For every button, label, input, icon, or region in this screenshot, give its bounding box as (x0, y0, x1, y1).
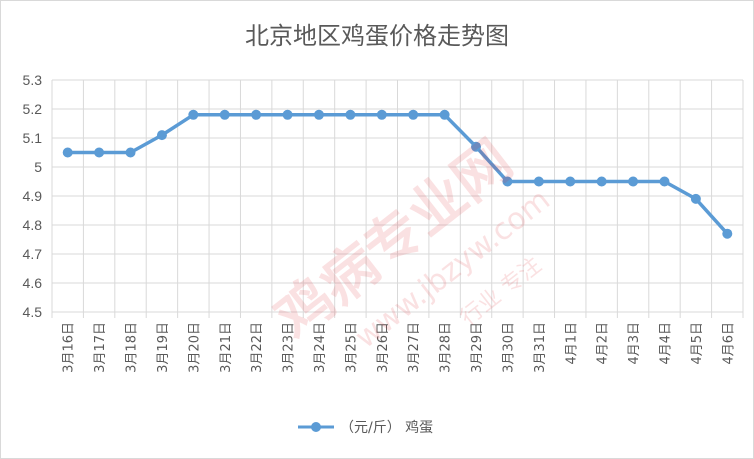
x-tick-label: 3月16日 (62, 322, 77, 373)
x-tick-label: 3月20日 (187, 322, 202, 373)
data-point (690, 193, 701, 204)
y-tick-label: 4.7 (23, 246, 43, 262)
data-point (502, 176, 513, 187)
y-axis: 5.3 5.2 5.1 5 4.9 4.8 4.7 4.6 4.5 (23, 72, 43, 320)
data-point (251, 109, 262, 120)
x-tick-label: 3月30日 (501, 322, 516, 373)
x-tick-label: 3月19日 (156, 322, 171, 373)
x-tick-label: 3月23日 (282, 322, 297, 373)
x-tick-label: 4月1日 (564, 322, 579, 365)
x-tick-label: 3月27日 (407, 322, 422, 373)
x-tick-label: 3月22日 (250, 322, 265, 373)
data-point (659, 176, 670, 187)
data-point (565, 176, 576, 187)
x-tick-label: 4月5日 (690, 322, 705, 365)
data-point (188, 109, 199, 120)
y-tick-label: 4.6 (23, 275, 43, 291)
chart-title: 北京地区鸡蛋价格走势图 (245, 22, 509, 50)
data-point (533, 176, 544, 187)
x-tick-label: 4月3日 (627, 322, 642, 365)
data-point (282, 109, 293, 120)
x-tick-label: 3月17日 (93, 322, 108, 373)
legend: （元/斤） 鸡蛋 (298, 419, 433, 436)
y-tick-label: 4.5 (23, 304, 43, 320)
x-tick-label: 4月2日 (596, 322, 611, 365)
legend-label: （元/斤） 鸡蛋 (340, 419, 433, 436)
series-layer (62, 109, 733, 239)
data-point (376, 109, 387, 120)
data-point (345, 109, 356, 120)
legend-marker (311, 422, 321, 432)
data-point (408, 109, 419, 120)
x-tick-label: 3月28日 (439, 322, 454, 373)
data-point (628, 176, 639, 187)
x-tick-label: 3月25日 (344, 322, 359, 373)
data-point (219, 109, 230, 120)
x-tick-label: 3月29日 (470, 322, 485, 373)
y-tick-label: 4.8 (23, 217, 43, 233)
series-line (67, 113, 729, 235)
y-tick-label: 5.2 (23, 101, 43, 117)
x-tick-label: 3月31日 (533, 322, 548, 373)
x-axis: 3月16日 3月17日 3月18日 3月19日 3月20日 3月21日 3月22日 3月23日… (51, 312, 744, 373)
y-tick-label: 5.1 (23, 130, 43, 146)
x-tick-label: 3月26日 (376, 322, 391, 373)
data-point (94, 147, 105, 158)
data-point (156, 130, 167, 141)
y-tick-label: 5 (34, 159, 42, 175)
x-tick-label: 3月21日 (219, 322, 234, 373)
data-point (439, 109, 450, 120)
x-tick-label: 4月6日 (721, 322, 736, 365)
y-tick-label: 4.9 (23, 188, 43, 204)
data-point (471, 141, 482, 152)
y-tick-label: 5.3 (23, 72, 43, 88)
data-point (722, 228, 733, 239)
x-tick-label: 3月18日 (125, 322, 140, 373)
data-point (125, 147, 136, 158)
data-point (596, 176, 607, 187)
gridlines (51, 79, 744, 313)
data-point (313, 109, 324, 120)
x-tick-label: 4月4日 (658, 322, 673, 365)
data-point (62, 147, 73, 158)
x-tick-label: 3月24日 (313, 322, 328, 373)
